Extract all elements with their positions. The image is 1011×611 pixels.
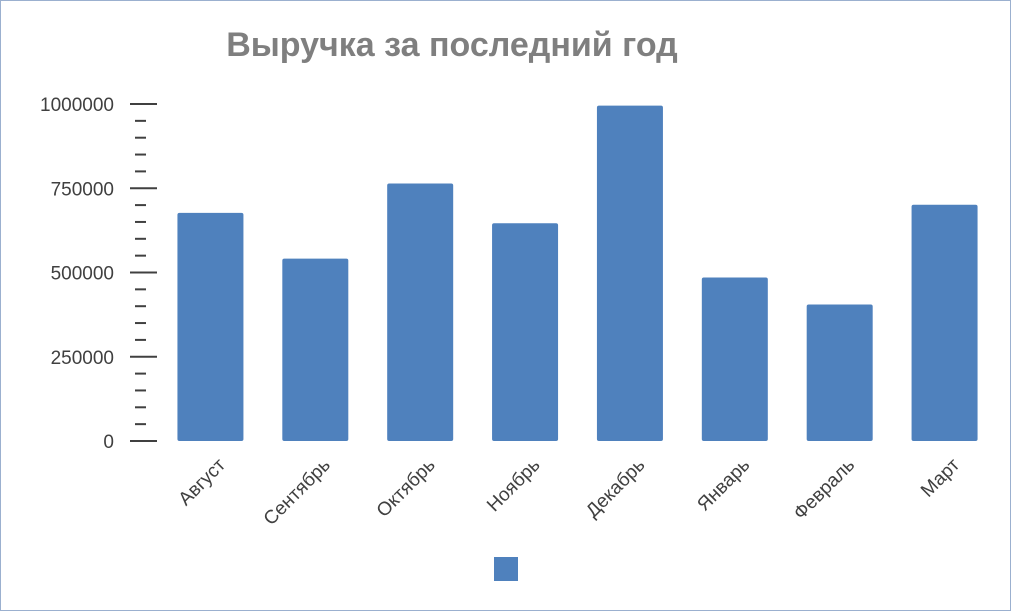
x-tick-label: Сентябрь [260,455,335,530]
bar-4 [492,223,559,441]
bar-6 [701,277,768,441]
legend-swatch [494,557,518,581]
y-tick-label: 750000 [51,179,114,200]
y-tick-label: 500000 [51,264,114,285]
x-tick-label: Август [175,454,230,509]
bar-5 [596,105,663,441]
y-tick-label: 1000000 [40,95,114,116]
bar-1 [177,212,244,441]
bar-3 [387,183,454,442]
bar-8 [911,204,978,441]
y-axis: 0 250000 500000 750000 1000000 [40,95,157,453]
bar-2 [282,258,349,441]
chart-title: Выручка за последний год [226,26,678,64]
x-axis-labels: Август Сентябрь Октябрь Ноябрь Декабрь Январь… [175,454,965,529]
x-tick-label: Ноябрь [483,455,545,517]
bar-7 [806,304,873,441]
y-tick-label: 0 [103,432,114,453]
bars [177,105,978,442]
y-tick-label: 250000 [51,348,114,369]
x-tick-label: Февраль [790,455,860,525]
x-tick-label: Январь [693,455,754,516]
x-tick-label: Декабрь [582,455,649,522]
x-tick-label: Март [917,454,964,501]
x-tick-label: Октябрь [373,455,440,522]
